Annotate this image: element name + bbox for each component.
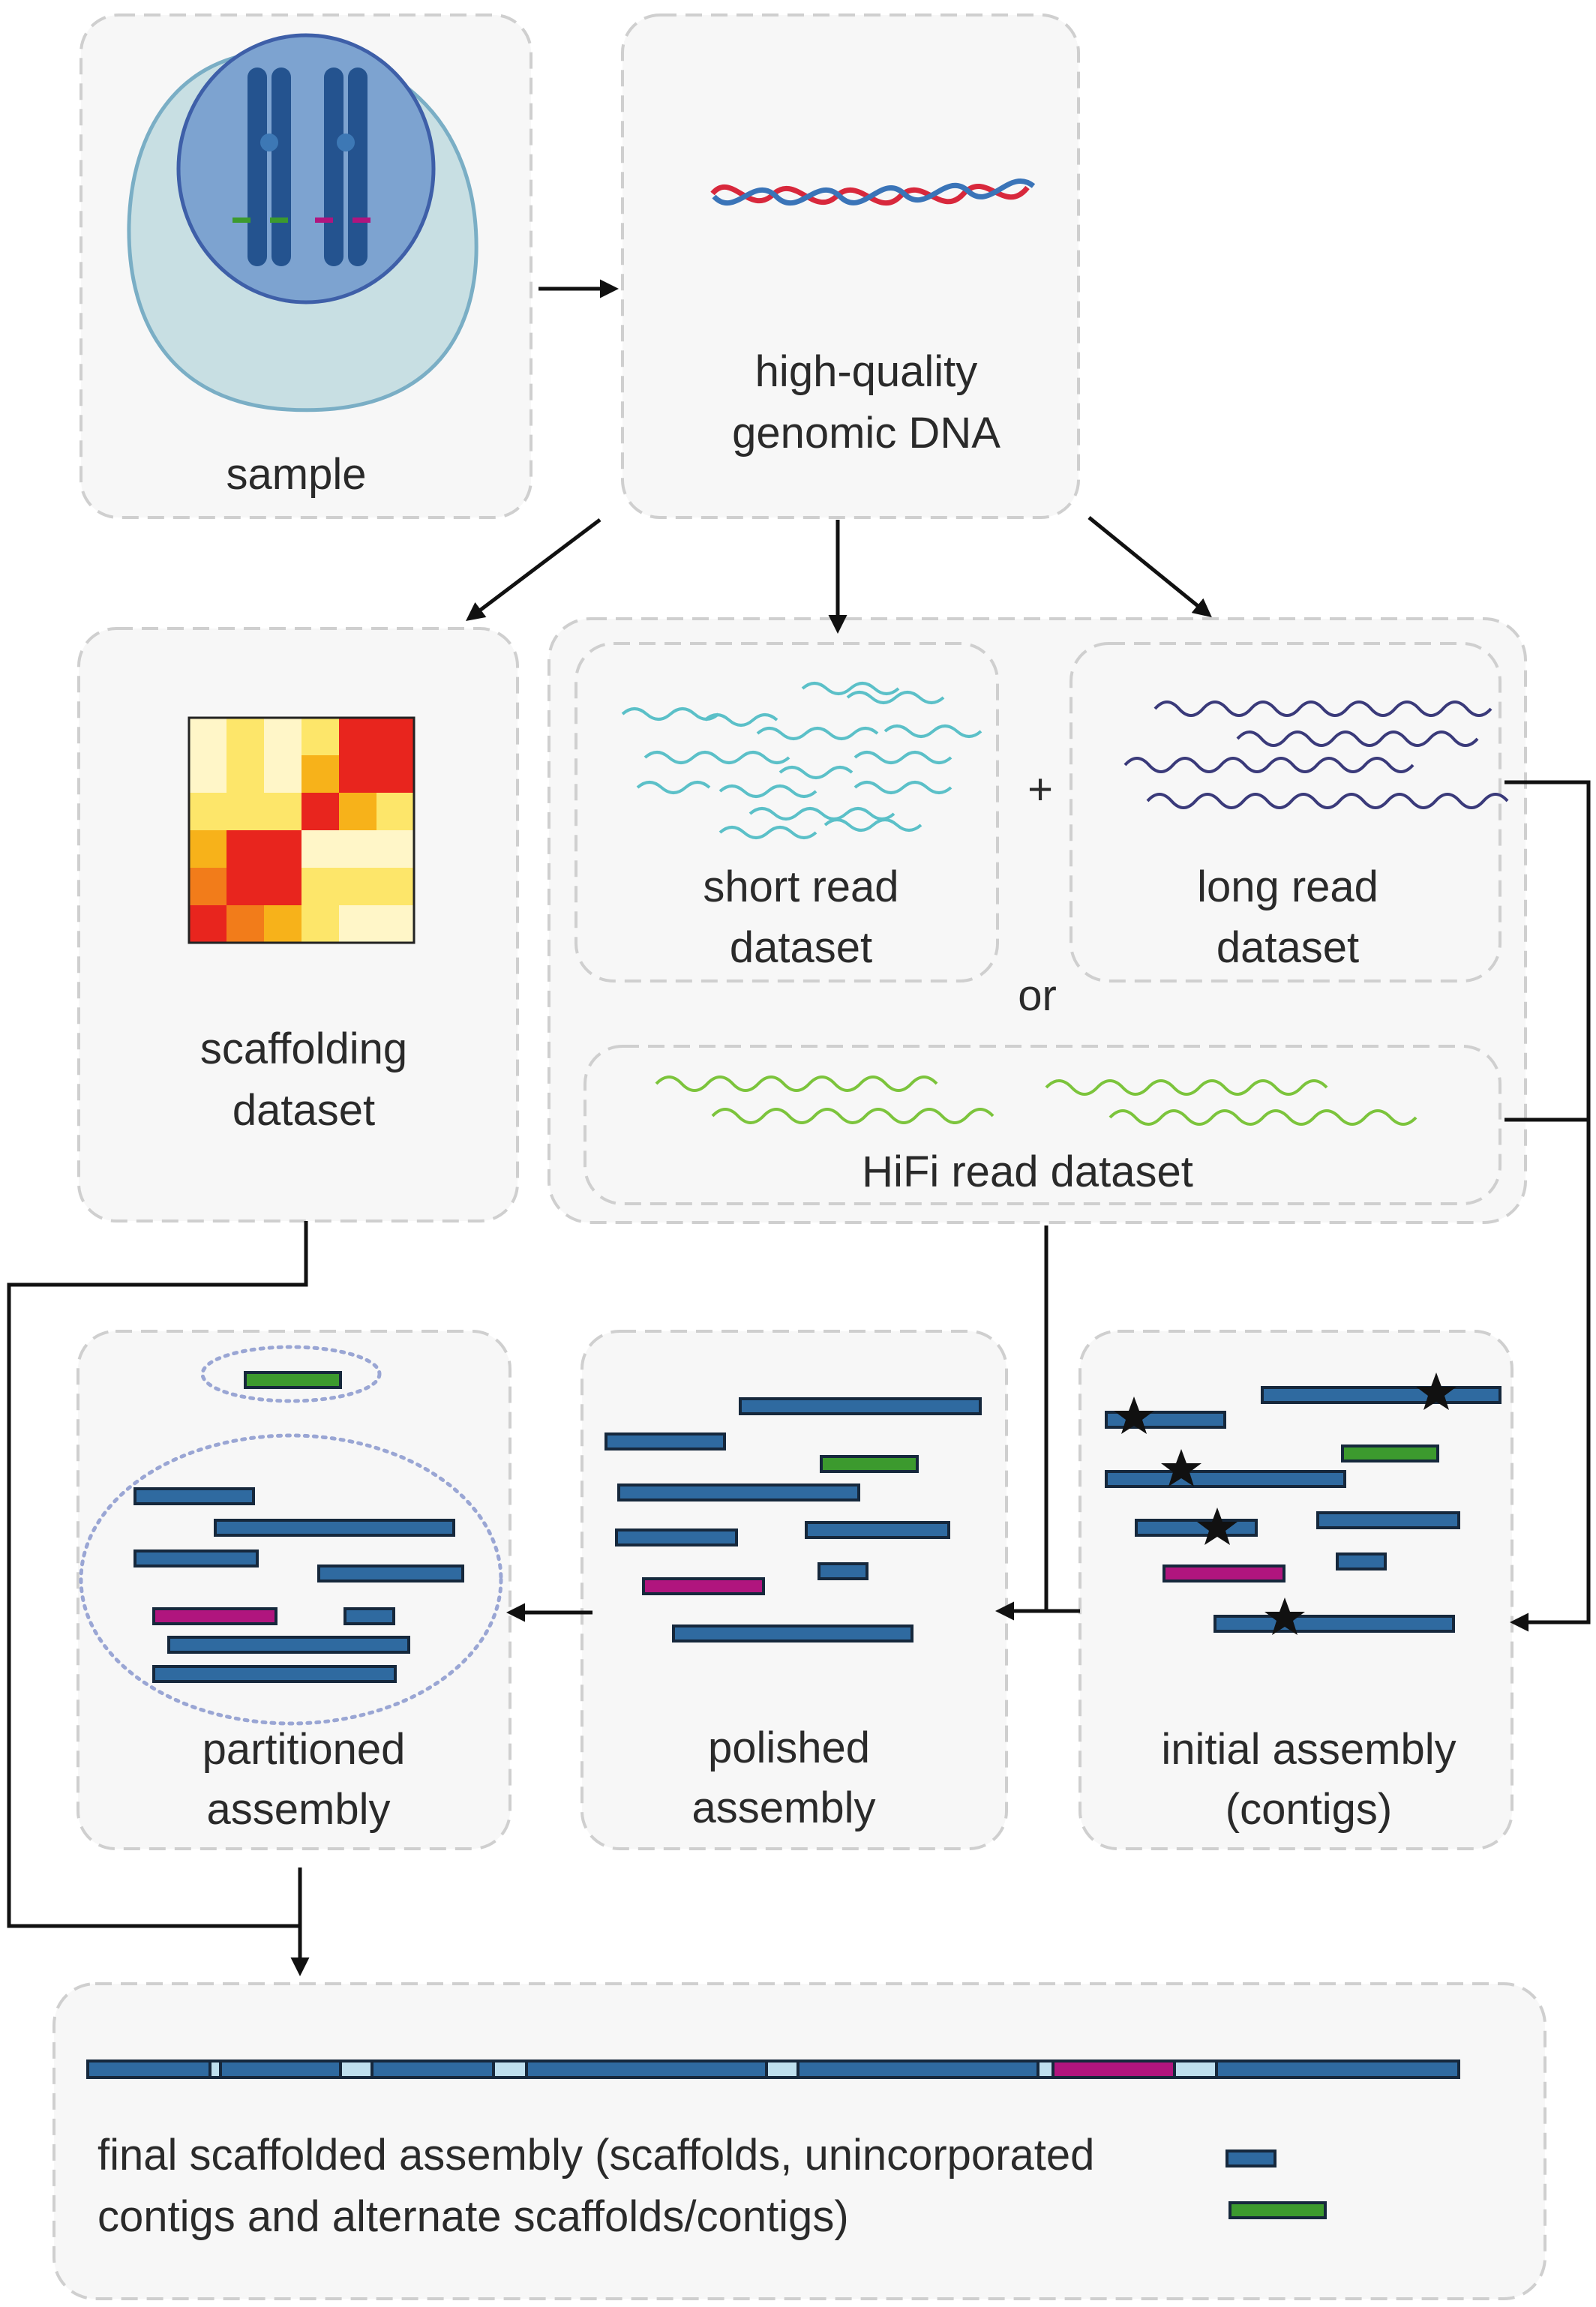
heatmap-cell xyxy=(302,793,339,830)
heatmap-cell xyxy=(376,868,414,905)
heatmap-cell xyxy=(339,755,376,793)
polished-label-line1: polished xyxy=(708,1724,870,1772)
initial-label-line2: (contigs) xyxy=(1226,1785,1392,1834)
short-read-label-line1: short read xyxy=(703,862,898,911)
long-read-label-line2: dataset xyxy=(1216,923,1359,972)
heatmap-cell xyxy=(339,905,376,943)
heatmap-cell xyxy=(189,868,226,905)
heatmap-cell xyxy=(339,868,376,905)
polished-label-line2: assembly xyxy=(692,1784,876,1832)
error-star-icon xyxy=(1264,1598,1305,1635)
heatmap-cell xyxy=(189,905,226,943)
final-label-line2: contigs and alternate scaffolds/contigs) xyxy=(98,2192,849,2241)
heatmap-cell xyxy=(376,793,414,830)
heatmap-cell xyxy=(302,755,339,793)
error-star-icon xyxy=(1161,1449,1202,1486)
heatmap-cell xyxy=(189,830,226,868)
scaffolding-label-line2: dataset xyxy=(232,1086,375,1135)
legend-alternate-swatch xyxy=(1228,2201,1327,2219)
heatmap-border xyxy=(188,716,416,944)
error-star-icons xyxy=(1114,1372,1456,1635)
legend-scaffold-swatch xyxy=(1226,2150,1276,2168)
chromosome-pair xyxy=(232,68,370,266)
heatmap-cell xyxy=(264,755,302,793)
heatmap-cell xyxy=(339,830,376,868)
arrow-dna-to-long-reads xyxy=(1088,516,1212,618)
heatmap-cell xyxy=(302,905,339,943)
final-label-line1: final scaffolded assembly (scaffolds, un… xyxy=(98,2131,1094,2180)
error-star-icon xyxy=(1197,1508,1238,1545)
polished-contigs xyxy=(604,1397,982,1642)
flow-arrows xyxy=(7,279,1591,1976)
heatmap-cell xyxy=(264,830,302,868)
long-reads xyxy=(1124,700,1509,809)
initial-label-line1: initial assembly xyxy=(1161,1725,1456,1774)
heatmap-cell xyxy=(302,830,339,868)
heatmap-cell xyxy=(264,793,302,830)
heatmap-cell xyxy=(264,868,302,905)
sample-label: sample xyxy=(226,450,367,499)
heatmap-cell xyxy=(302,718,339,755)
heatmap-cell xyxy=(189,755,226,793)
arrow-scaffolding-to-final xyxy=(7,1221,308,1928)
dna-label-line1: high-quality xyxy=(755,347,978,396)
cell-illustration xyxy=(127,33,478,412)
hifi-reads xyxy=(655,1076,1418,1126)
heatmap-cell xyxy=(226,718,264,755)
arrow-dna-to-scaffolding xyxy=(466,518,602,622)
heatmap-cell xyxy=(226,868,264,905)
heatmap-cell xyxy=(226,793,264,830)
heatmap-cell xyxy=(339,718,376,755)
dna-box xyxy=(621,14,1080,519)
partitioned-label-line2: assembly xyxy=(207,1785,391,1834)
heatmap-cell xyxy=(264,905,302,943)
error-star-icon xyxy=(1114,1396,1154,1434)
heatmap-cell xyxy=(189,793,226,830)
heatmap-cell xyxy=(226,905,264,943)
heatmap-cell xyxy=(376,755,414,793)
bracket-reads-to-initial xyxy=(1504,780,1591,1632)
scaffolding-label-line1: scaffolding xyxy=(200,1024,407,1073)
hic-contact-heatmap xyxy=(188,716,416,944)
long-read-label-line1: long read xyxy=(1197,862,1378,911)
partitioned-label-line1: partitioned xyxy=(202,1725,406,1774)
heatmap-cell xyxy=(376,830,414,868)
heatmap-cell xyxy=(302,868,339,905)
plus-sign: + xyxy=(1028,765,1053,814)
short-read-label-line2: dataset xyxy=(730,923,872,972)
dna-label-line2: genomic DNA xyxy=(732,409,1000,458)
heatmap-cell xyxy=(376,905,414,943)
heatmap-cell xyxy=(226,830,264,868)
partitioned-contigs xyxy=(79,1345,503,1726)
long-read-box xyxy=(1070,642,1502,982)
short-reads xyxy=(621,682,982,839)
heatmap-cell xyxy=(264,718,302,755)
primary-partition xyxy=(79,1433,503,1726)
heatmap-cell xyxy=(376,718,414,755)
or-label: or xyxy=(1018,971,1057,1020)
partitioned-box xyxy=(76,1330,512,1850)
cell-nucleus xyxy=(176,33,436,304)
final-scaffold xyxy=(86,2060,1460,2079)
dna-helix xyxy=(710,178,1036,206)
heatmap-cell xyxy=(226,755,264,793)
alternate-partition xyxy=(200,1345,382,1403)
heatmap-cell xyxy=(189,718,226,755)
error-star-icon xyxy=(1416,1372,1456,1410)
hifi-label: HiFi read dataset xyxy=(862,1148,1193,1196)
hifi-box xyxy=(584,1045,1502,1205)
heatmap-cell xyxy=(339,793,376,830)
